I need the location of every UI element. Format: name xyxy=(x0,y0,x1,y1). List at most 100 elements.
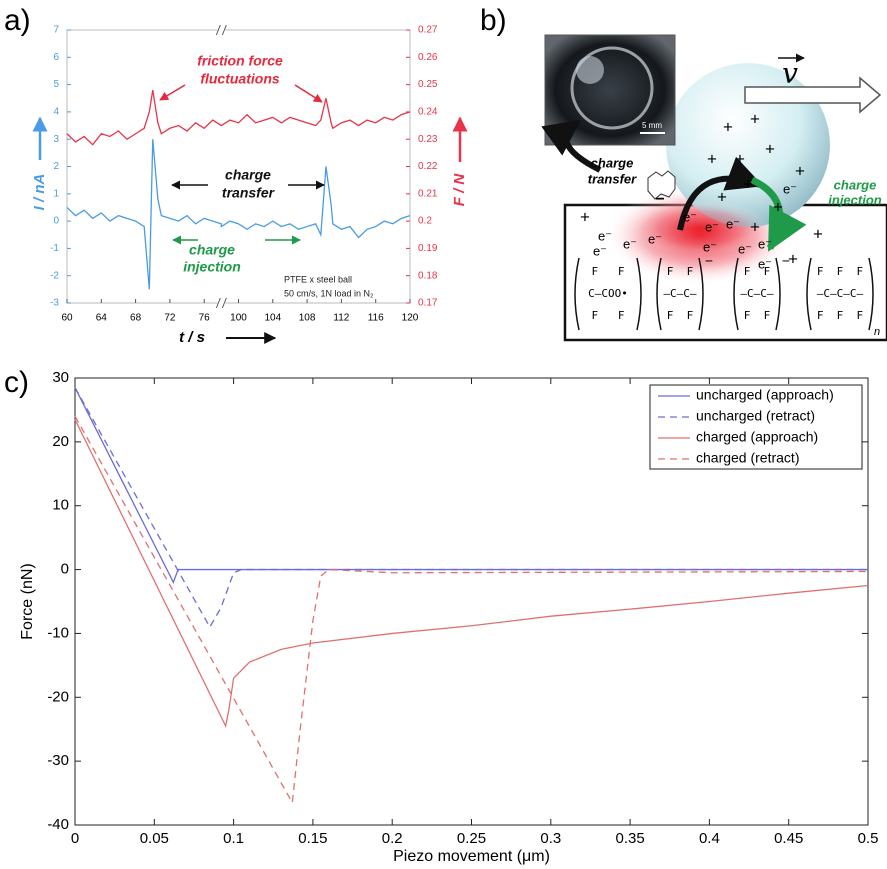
electron: e⁻ xyxy=(683,209,697,224)
polymer-text: —C—C— xyxy=(663,287,696,300)
electron: e⁻ xyxy=(738,241,752,256)
x-tick-label: 0.35 xyxy=(615,830,644,847)
legend-label: charged (retract) xyxy=(696,450,799,466)
y-axis-label: I / nA xyxy=(31,174,48,211)
y2-tick-label: 0.22 xyxy=(418,161,438,172)
bracket xyxy=(574,257,580,331)
electron: e⁻ xyxy=(758,236,772,251)
charge-glow xyxy=(630,200,770,256)
legend-label: uncharged (approach) xyxy=(696,387,834,403)
y-tick-label: -30 xyxy=(47,752,69,769)
axis-break xyxy=(221,297,227,309)
plus-charge: + xyxy=(750,217,760,236)
velocity-label: v xyxy=(782,57,798,90)
polymer-charge: − xyxy=(782,253,790,269)
data-line xyxy=(74,415,869,805)
annotation-arrow xyxy=(159,84,186,101)
electron: e⁻ xyxy=(726,216,740,231)
y-tick-label: -40 xyxy=(47,816,69,833)
annotation: transfer xyxy=(222,185,276,201)
x-axis-label: t / s xyxy=(179,329,205,346)
x-tick-label: 116 xyxy=(368,313,384,324)
plus-charge: + xyxy=(743,174,753,193)
legend-label: uncharged (retract) xyxy=(696,408,815,424)
legend-label: charged (approach) xyxy=(696,429,818,445)
scale-bar-label: 5 mm xyxy=(642,121,662,130)
panel-label: b) xyxy=(480,4,507,37)
bracket xyxy=(733,257,739,331)
y-axis-label: Force (nN) xyxy=(19,563,36,639)
polymer-text: —C—C—C— xyxy=(817,287,864,300)
y-tick-label: 4 xyxy=(53,107,59,118)
bracket xyxy=(775,257,781,331)
y2-tick-label: 0.21 xyxy=(418,188,438,199)
y2-tick-label: 0.26 xyxy=(418,52,438,63)
bracket xyxy=(636,257,642,331)
y-tick-label: 10 xyxy=(52,497,69,514)
x-tick-label: 0.4 xyxy=(699,830,720,847)
polymer-charge: − xyxy=(705,253,713,269)
x-tick-label: 0.5 xyxy=(858,830,879,847)
annotation: charge xyxy=(225,167,271,183)
charge-transfer-label: charge xyxy=(591,155,634,170)
x-tick-label: 0.2 xyxy=(382,830,403,847)
y-tick-label: 7 xyxy=(53,25,59,36)
plus-charge: + xyxy=(750,109,760,128)
y2-tick-label: 0.27 xyxy=(418,25,438,36)
axis-break xyxy=(215,297,221,309)
annotation: fluctuations xyxy=(200,71,280,87)
injection-arrow xyxy=(750,176,807,252)
y-tick-label: -1 xyxy=(50,243,59,254)
x-tick-label: 0 xyxy=(71,830,79,847)
data-line xyxy=(66,139,411,290)
polymer-text: F F F xyxy=(817,309,863,322)
y2-axis-label: F / N xyxy=(451,173,468,207)
y2-tick-label: 0.2 xyxy=(418,216,432,227)
plus-charge: + xyxy=(707,149,717,168)
y-tick-label: 6 xyxy=(53,52,59,63)
y2-tick-label: 0.18 xyxy=(418,270,438,281)
y-tick-label: -3 xyxy=(50,298,59,309)
bracket xyxy=(656,257,662,331)
bracket xyxy=(868,257,874,331)
axis-break xyxy=(221,24,227,36)
electron: e⁻ xyxy=(623,236,637,251)
polymer-text: F F xyxy=(744,265,771,278)
plus-charge: + xyxy=(735,149,745,168)
polymer-text: F F xyxy=(667,309,694,322)
debris xyxy=(647,170,676,200)
electron: e⁻ xyxy=(703,239,717,254)
electron: e⁻ xyxy=(783,181,797,196)
diagram-b xyxy=(541,34,887,342)
charge-transfer-label: transfer xyxy=(588,171,637,186)
bracket xyxy=(698,257,704,331)
x-tick-label: 120 xyxy=(402,313,419,324)
annotation: charge xyxy=(189,242,235,258)
x-tick-label: 104 xyxy=(264,313,281,324)
plus-charge: + xyxy=(765,139,775,158)
annotation: 50 cm/s, 1N load in N₂ xyxy=(284,288,374,298)
data-line xyxy=(74,387,868,629)
x-tick-label: 0.45 xyxy=(774,830,803,847)
y-tick-label: 2 xyxy=(53,161,59,172)
y2-tick-label: 0.25 xyxy=(418,79,438,90)
x-tick-label: 0.3 xyxy=(540,830,561,847)
electron: e⁻ xyxy=(593,243,607,258)
polymer-text: C—COO• xyxy=(588,287,628,300)
y-tick-label: 1 xyxy=(53,188,59,199)
plus-charge: + xyxy=(813,224,823,243)
transfer-arrow xyxy=(677,156,764,231)
polymer-subscript: n xyxy=(874,326,880,338)
polymer-text: F F xyxy=(591,309,624,322)
y-tick-label: 30 xyxy=(52,369,69,386)
photo-ring xyxy=(570,46,654,130)
polymer-text: F F xyxy=(591,265,624,278)
annotation: friction force xyxy=(197,53,283,69)
x-tick-label: 0.15 xyxy=(298,830,327,847)
y-tick-label: 3 xyxy=(53,134,59,145)
electron: e⁻ xyxy=(598,228,612,243)
polymer-text: F F xyxy=(744,309,771,322)
x-tick-label: 108 xyxy=(299,313,316,324)
x-axis-label: Piezo movement (μm) xyxy=(393,848,550,865)
plus-charge: + xyxy=(717,187,727,206)
